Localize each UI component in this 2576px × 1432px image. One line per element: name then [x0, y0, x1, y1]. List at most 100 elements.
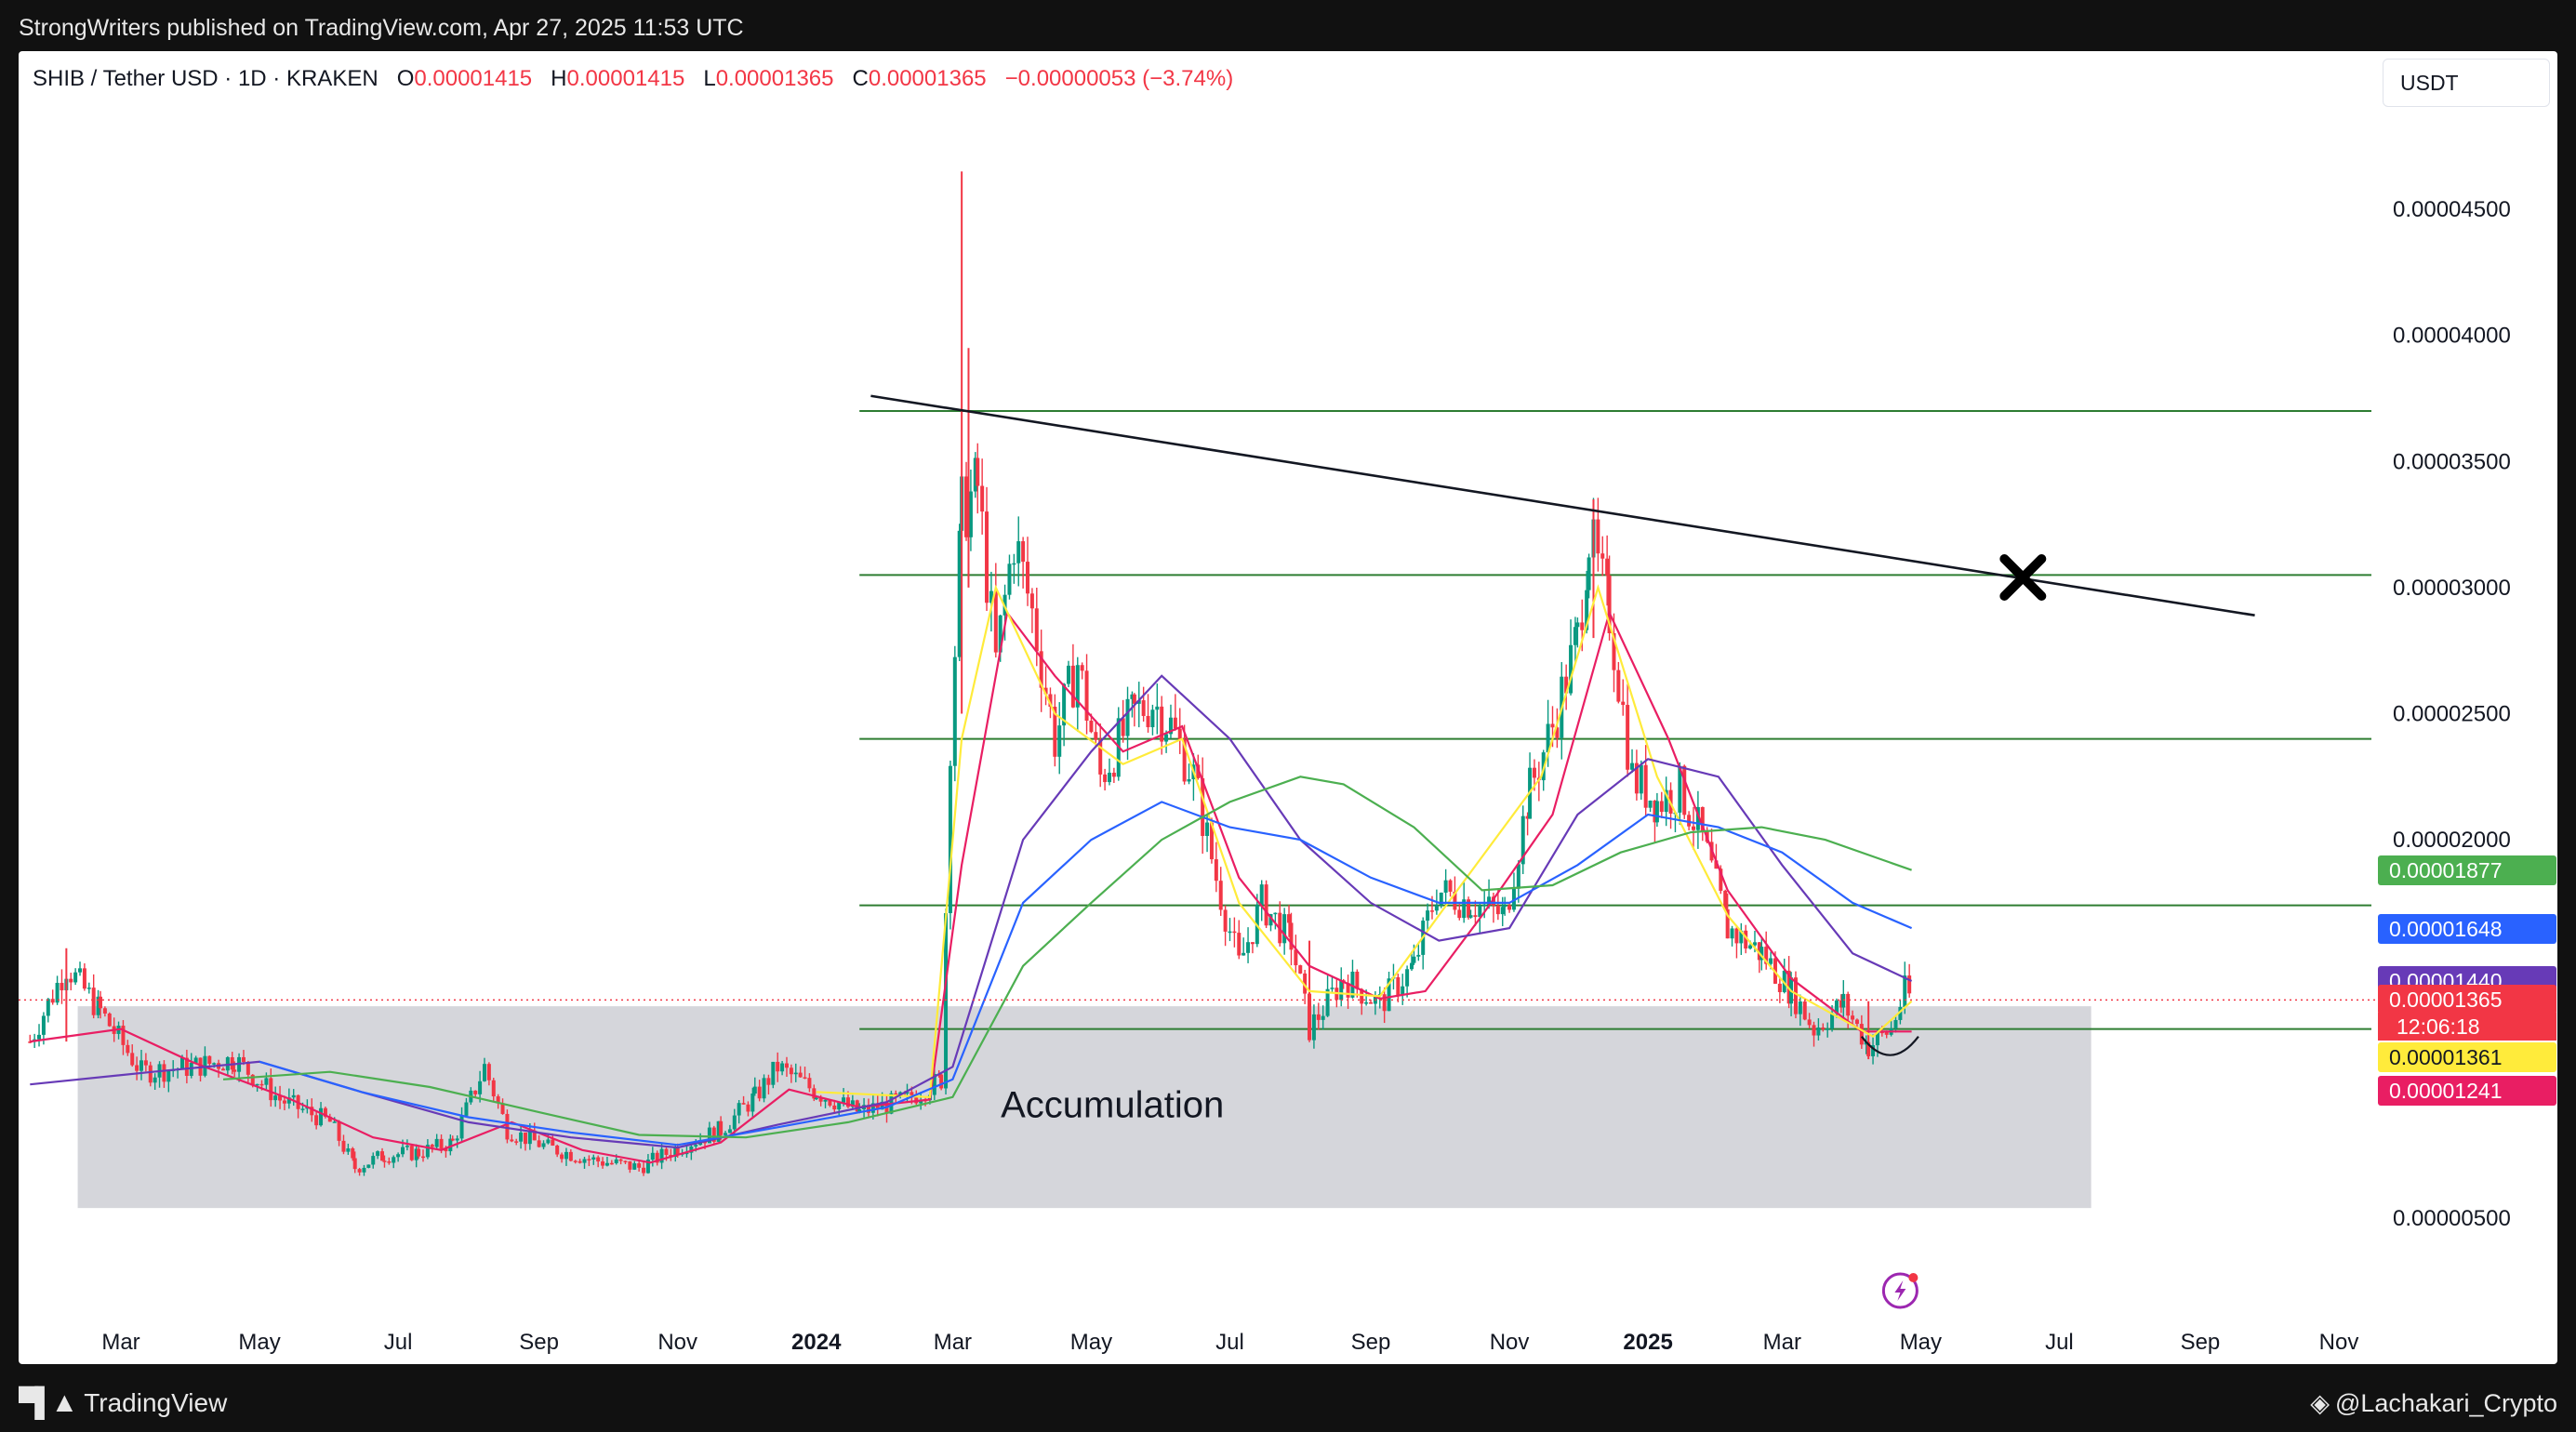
candle-body — [1564, 676, 1569, 694]
candle-body — [1289, 922, 1294, 950]
candle-body — [1330, 988, 1334, 989]
candle-body — [564, 1151, 568, 1160]
candle-body — [823, 1099, 828, 1102]
candle-body — [762, 1078, 766, 1099]
candle-body — [845, 1097, 850, 1107]
candle-body — [1487, 896, 1492, 905]
candle-body — [1053, 707, 1057, 757]
candle-body — [957, 530, 962, 657]
candle-body — [1653, 800, 1657, 823]
candle-body — [1607, 575, 1612, 633]
symbol-label[interactable]: SHIB / Tether USD · 1D · KRAKEN — [33, 66, 378, 91]
replay-icon-ring — [1881, 1272, 1919, 1309]
currency-button[interactable]: USDT — [2383, 59, 2550, 107]
publish-header: StrongWriters published on TradingView.c… — [0, 0, 2576, 51]
candle-body — [1282, 914, 1287, 944]
candle-body — [1250, 942, 1255, 945]
candle-body — [618, 1159, 623, 1161]
moving-average-line — [222, 776, 1912, 1139]
candle-body — [1223, 909, 1228, 932]
candle-body — [232, 1069, 237, 1072]
candle-body — [91, 988, 96, 1015]
candle-body — [269, 1078, 273, 1101]
candle-body — [944, 913, 949, 1089]
candle-body — [337, 1121, 341, 1141]
candle-body — [417, 1148, 421, 1157]
candle-body — [591, 1157, 596, 1160]
candle-body — [1639, 764, 1643, 794]
candle-body — [560, 1154, 564, 1160]
price-chart[interactable]: Accumulation 0.00004500 0.00004000 0.000035… — [19, 51, 2557, 1364]
candle-body — [989, 590, 993, 603]
candle-body — [609, 1162, 614, 1165]
candle-body — [1802, 1001, 1807, 1020]
candle-body — [1734, 928, 1739, 944]
candle-body — [932, 1074, 936, 1095]
candle-body — [448, 1138, 453, 1152]
candle-body — [1218, 881, 1223, 910]
candle-body — [684, 1152, 689, 1155]
candle-body — [351, 1147, 355, 1159]
y-tick-label: 0.00003000 — [2393, 576, 2511, 601]
brand-name: TradingView — [84, 1388, 228, 1417]
candle-body — [1600, 553, 1605, 559]
candle-body — [346, 1147, 351, 1152]
candle-body — [1232, 931, 1237, 934]
candle-body — [314, 1115, 319, 1126]
candle-body — [250, 1074, 255, 1086]
candle-body — [37, 1034, 42, 1040]
candle-body — [291, 1094, 296, 1098]
candle-body — [207, 1055, 212, 1064]
x-tick-label: Jul — [1215, 1330, 1244, 1355]
candle-body — [1555, 727, 1560, 738]
chart-panel[interactable]: Accumulation 0.00004500 0.00004000 0.000035… — [19, 51, 2557, 1364]
candle-body — [332, 1121, 337, 1123]
candle-body — [50, 999, 55, 1003]
candle-body — [60, 982, 64, 990]
candle-body — [1094, 732, 1098, 740]
candle-body — [1884, 1031, 1889, 1035]
candle-body — [148, 1065, 153, 1083]
candle-body — [392, 1157, 396, 1163]
author-handle[interactable]: ◈ @Lachakari_Crypto — [2310, 1389, 2557, 1418]
high-label: H — [551, 66, 567, 91]
candle-body — [993, 590, 998, 653]
candle-body — [1700, 806, 1705, 831]
candle-body — [1812, 1025, 1816, 1036]
moving-average-line — [30, 609, 1912, 1164]
candle-body — [1409, 962, 1414, 970]
candle-body — [486, 1064, 491, 1081]
candle-body — [405, 1146, 409, 1147]
candle-body — [1851, 1015, 1855, 1020]
candle-body — [1237, 933, 1242, 956]
candle-body — [1659, 801, 1664, 813]
candle-body — [632, 1163, 637, 1170]
candle-body — [409, 1146, 414, 1160]
candle-body — [82, 968, 86, 989]
candle-body — [1298, 965, 1303, 974]
candle-body — [86, 988, 91, 989]
candle-body — [546, 1139, 551, 1144]
candle-body — [1103, 774, 1108, 783]
candle-body — [952, 656, 957, 766]
x-tick-label: Sep — [2181, 1330, 2221, 1355]
candle-body — [601, 1161, 605, 1166]
candle-body — [842, 1097, 846, 1103]
y-tick-label: 0.00000500 — [2393, 1206, 2511, 1231]
candle-body — [814, 1097, 818, 1100]
candle-body — [300, 1108, 305, 1110]
candle-body — [675, 1147, 680, 1155]
candle-body — [1360, 988, 1364, 1004]
candle-body — [1214, 859, 1218, 882]
tradingview-brand[interactable]: ▀▌▲ TradingView — [19, 1387, 227, 1419]
candle-body — [1630, 762, 1635, 770]
candle-body — [1520, 815, 1525, 865]
candle-body — [1007, 564, 1012, 595]
candle-body — [1759, 947, 1764, 961]
candle-body — [1687, 815, 1692, 827]
footer: ▀▌▲ TradingView ◈ @Lachakari_Crypto — [0, 1376, 2576, 1432]
candle-body — [673, 1147, 678, 1158]
candle-body — [1714, 860, 1719, 869]
candle-body — [310, 1107, 314, 1116]
candle-body — [1125, 698, 1130, 736]
